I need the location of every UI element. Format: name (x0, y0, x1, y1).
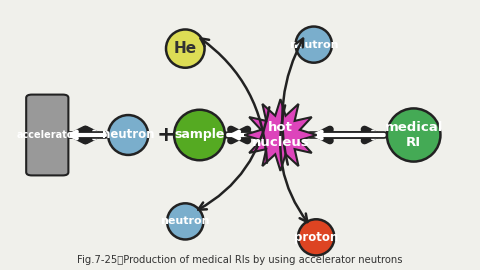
Text: Fig.7-25　Production of medical RIs by using accelerator neutrons: Fig.7-25 Production of medical RIs by us… (77, 255, 403, 265)
FancyBboxPatch shape (26, 94, 68, 176)
Text: medical
RI: medical RI (384, 121, 443, 149)
Polygon shape (244, 99, 317, 171)
Ellipse shape (298, 219, 335, 255)
Text: accelerator: accelerator (16, 130, 78, 140)
Ellipse shape (296, 26, 332, 63)
Ellipse shape (174, 110, 225, 160)
Ellipse shape (108, 115, 148, 155)
Text: hot
nucleus: hot nucleus (252, 121, 309, 149)
Text: +: + (157, 125, 176, 145)
Ellipse shape (167, 203, 204, 239)
Text: neutron: neutron (102, 129, 155, 141)
Text: sample: sample (174, 129, 225, 141)
Text: proton: proton (294, 231, 338, 244)
Text: He: He (174, 41, 197, 56)
Ellipse shape (166, 29, 204, 68)
Ellipse shape (387, 109, 441, 161)
Text: neutron: neutron (289, 40, 338, 50)
Text: neutron: neutron (160, 216, 210, 227)
